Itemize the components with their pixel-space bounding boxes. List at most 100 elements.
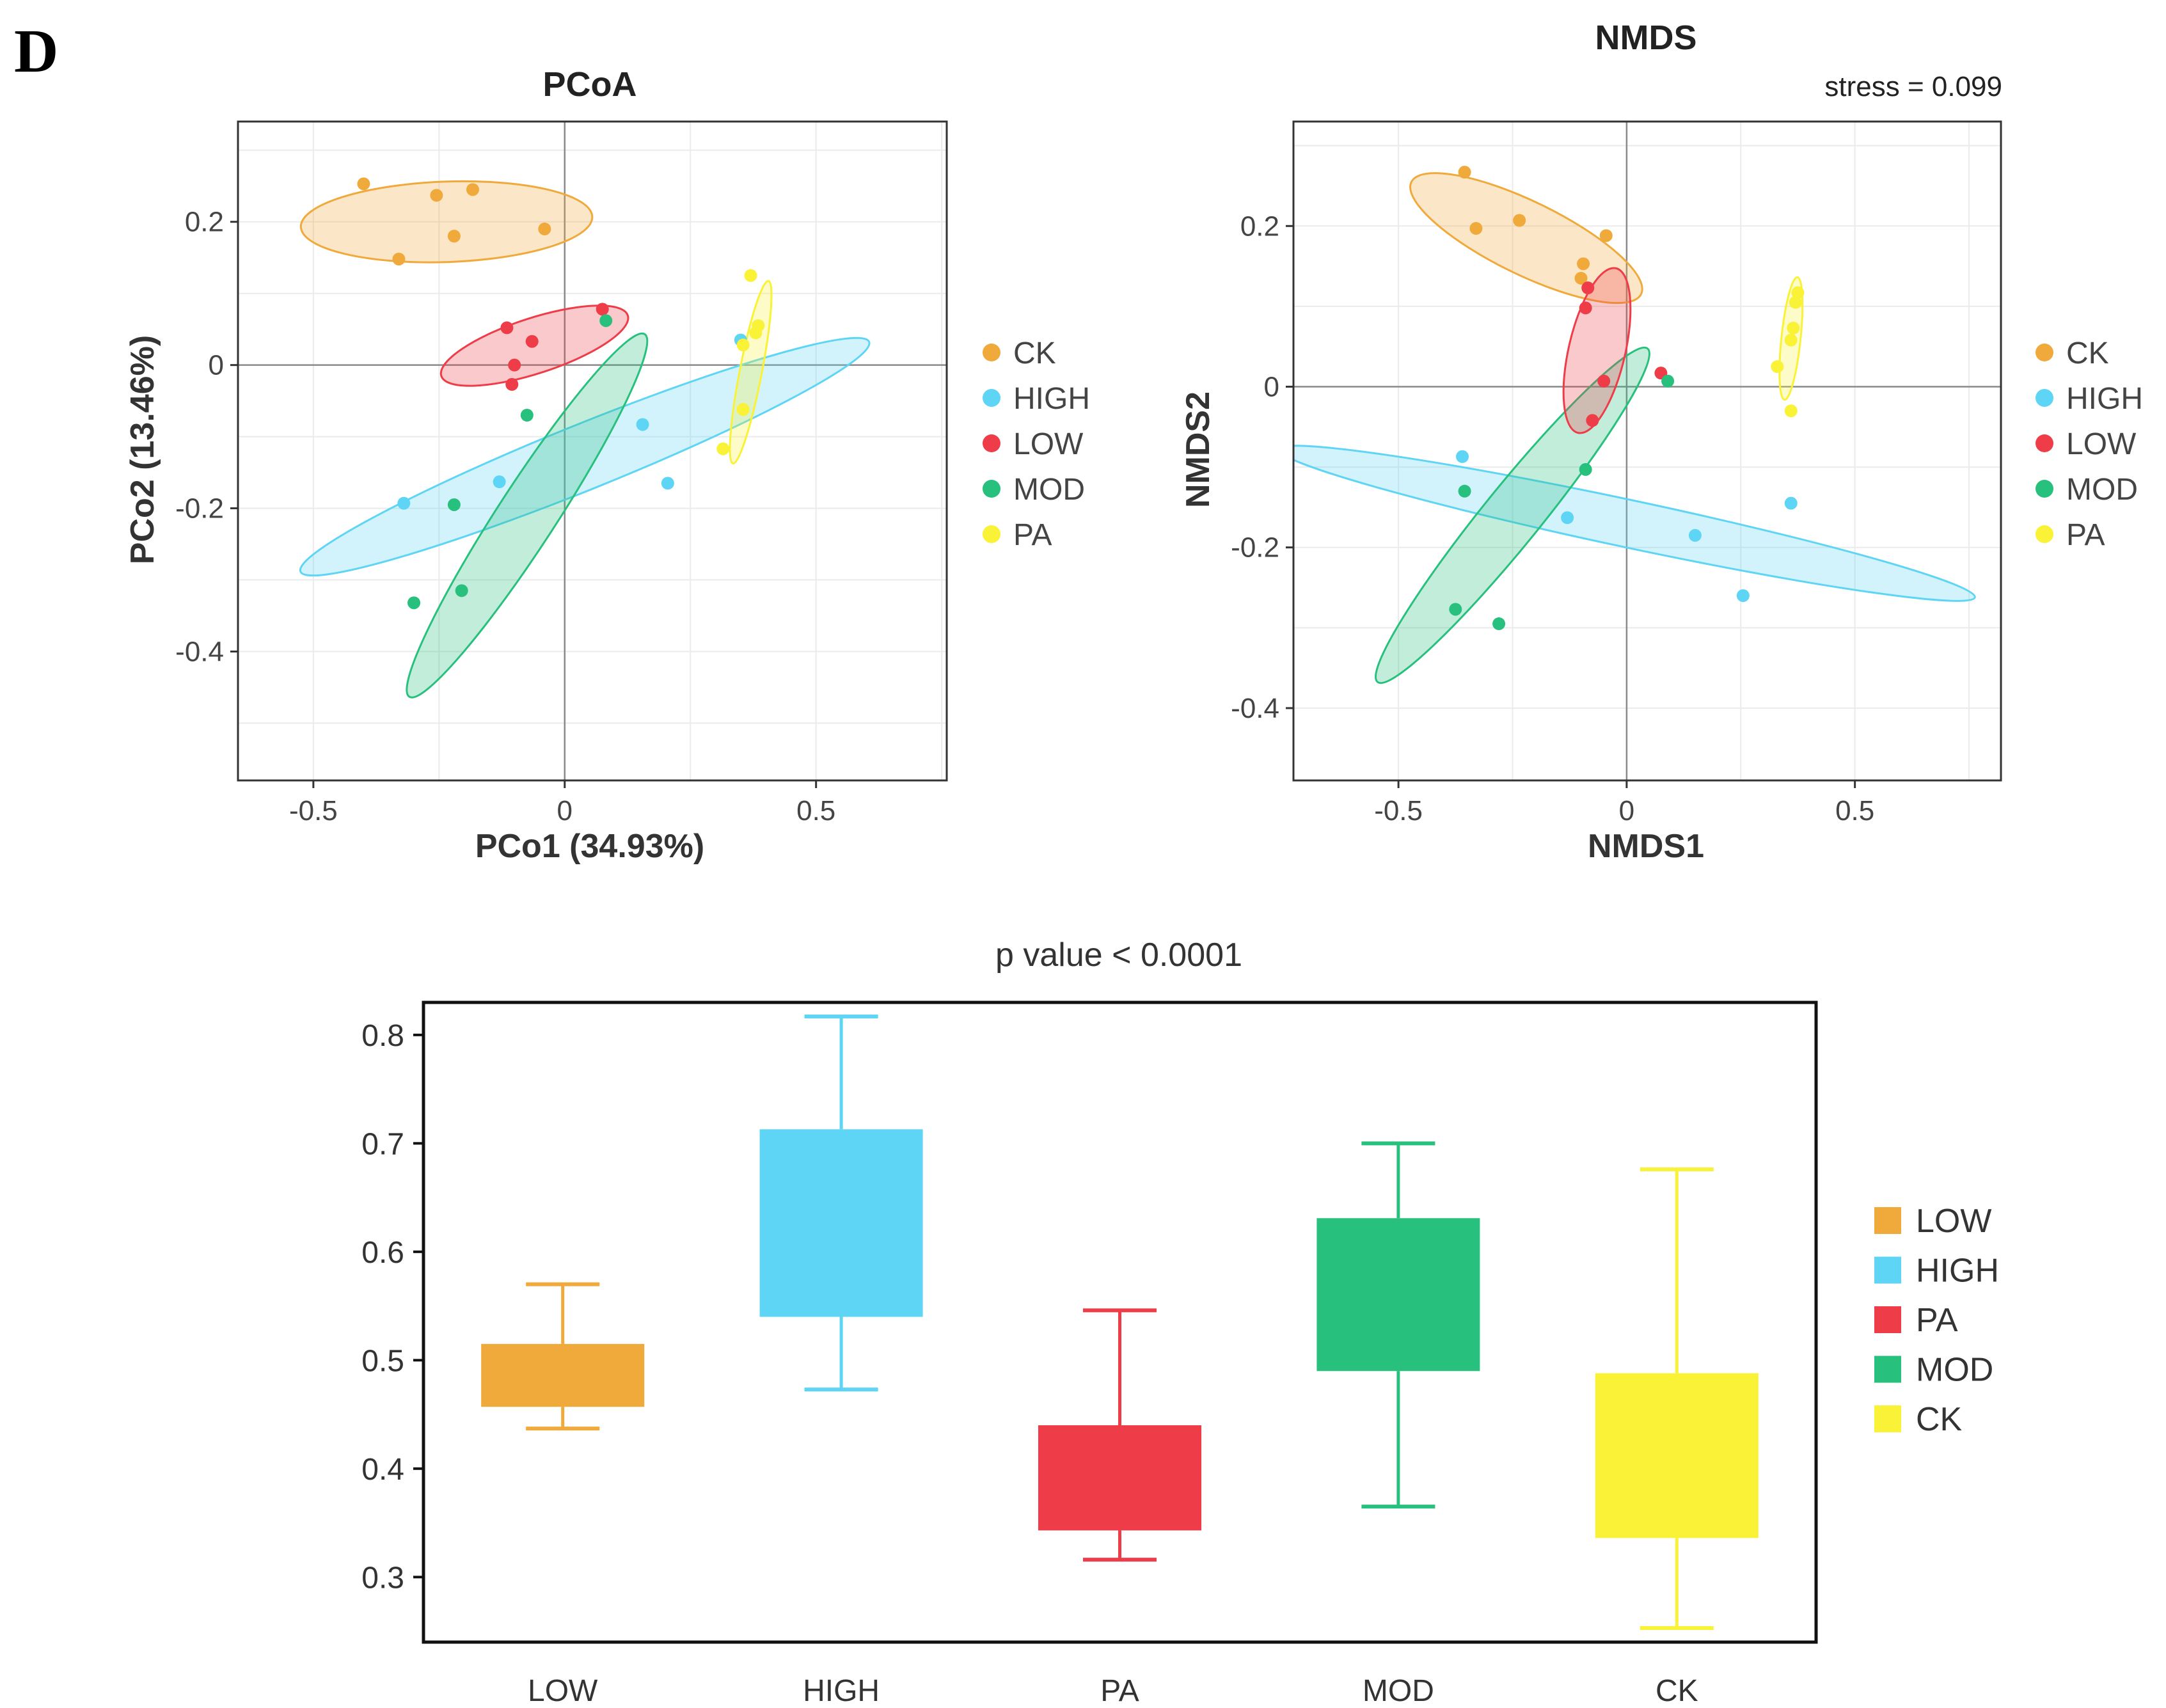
nmds-ellipses	[1293, 172, 1976, 684]
pcoa-points	[357, 177, 765, 610]
pcoa-legend-label-mod: MOD	[1013, 473, 1085, 507]
pcoa-legend-label-pa: PA	[1013, 518, 1052, 552]
nmds-legend: CK HIGH LOW MOD PA	[2036, 336, 2143, 552]
pcoa-point-ck	[430, 189, 443, 202]
pcoa-point-low	[508, 358, 521, 372]
boxplot-y-tick-label: 0.5	[361, 1344, 404, 1378]
pcoa-plot-border	[237, 120, 948, 782]
box-x-tick-label-mod: MOD	[1363, 1674, 1434, 1708]
boxplot-legend-label-mod: MOD	[1916, 1352, 1993, 1389]
pcoa-legend: CK HIGH LOW MOD PA	[983, 336, 1090, 552]
pcoa-ellipse-ck	[299, 180, 594, 264]
pcoa-legend-label-low: LOW	[1013, 427, 1084, 461]
pcoa-point-low	[500, 321, 514, 335]
boxplot-border	[422, 1000, 1818, 1644]
pcoa-point-high	[636, 418, 649, 431]
boxplot-legend-label-low: LOW	[1916, 1203, 1991, 1240]
pcoa-ellipse-high	[299, 336, 871, 577]
boxplot-legend-swatch-high	[1874, 1256, 1901, 1284]
nmds-ellipse-high	[1293, 445, 1976, 602]
nmds-points	[1449, 166, 1805, 631]
pcoa-point-mod	[407, 596, 421, 610]
pcoa-ellipses	[299, 180, 871, 699]
box-body-pa	[1038, 1425, 1201, 1531]
nmds-point-mod	[1458, 484, 1471, 498]
nmds-point-ck	[1469, 222, 1483, 235]
panel-letter: D	[14, 17, 58, 85]
pcoa-point-high	[493, 475, 506, 489]
nmds-point-pa	[1789, 296, 1802, 309]
box-x-tick-label-ck: CK	[1656, 1674, 1698, 1708]
nmds-plot-background	[1293, 122, 2001, 780]
pcoa-y-tick-label: 0	[209, 350, 224, 381]
pcoa-point-mod	[455, 584, 468, 597]
nmds-point-ck	[1513, 214, 1526, 227]
nmds-title: NMDS	[1595, 19, 1697, 57]
pcoa-legend-marker-ck	[983, 344, 1000, 361]
boxplot-legend-label-pa: PA	[1916, 1302, 1958, 1339]
pcoa-ellipse-mod	[406, 332, 649, 699]
nmds-x-tick-label: -0.5	[1374, 795, 1423, 826]
boxplot-legend-label-ck: CK	[1916, 1401, 1963, 1438]
box-x-tick-label-low: LOW	[528, 1674, 598, 1708]
nmds-x-axis-title: NMDS1	[1588, 828, 1704, 865]
pcoa-x-tick-label: 0	[557, 795, 573, 826]
pcoa-x-axis-title: PCo1 (34.93%)	[475, 828, 704, 865]
pcoa-point-pa	[716, 442, 730, 455]
nmds-point-mod	[1661, 374, 1675, 388]
boxplot-y-tick-label: 0.4	[361, 1453, 404, 1487]
nmds-point-pa	[1787, 321, 1800, 335]
nmds-ellipse-mod	[1375, 346, 1650, 684]
pcoa-point-mod	[599, 314, 613, 328]
pcoa-point-mod	[447, 498, 461, 511]
nmds-legend-label-mod: MOD	[2066, 473, 2138, 507]
pcoa-legend-label-ck: CK	[1013, 336, 1056, 370]
nmds-point-pa	[1784, 333, 1798, 347]
boxplot-y-tick-label: 0.7	[361, 1127, 404, 1161]
nmds-point-ck	[1458, 166, 1471, 179]
nmds-y-axis-title: NMDS2	[1180, 391, 1217, 508]
pcoa-legend-marker-pa	[983, 525, 1000, 543]
nmds-point-mod	[1492, 617, 1506, 631]
nmds-legend-marker-pa	[2036, 525, 2053, 543]
pcoa-y-tick-label: 0.2	[185, 207, 224, 238]
pcoa-legend-marker-low	[983, 434, 1000, 452]
boxplot-legend-swatch-ck	[1874, 1405, 1901, 1432]
nmds-point-low	[1597, 374, 1611, 388]
boxplot-legend-swatch-pa	[1874, 1306, 1901, 1333]
nmds-point-high	[1456, 450, 1469, 463]
boxplot-legend-label-high: HIGH	[1916, 1253, 1999, 1290]
nmds-x-tick-label: 0.5	[1835, 795, 1874, 826]
nmds-point-high	[1736, 589, 1750, 603]
nmds-legend-marker-high	[2036, 389, 2053, 407]
pcoa-point-ck	[392, 252, 406, 265]
nmds-legend-marker-ck	[2036, 344, 2053, 361]
nmds-ellipse-ck	[1409, 172, 1643, 304]
pcoa-point-ck	[447, 230, 461, 243]
nmds-legend-label-ck: CK	[2066, 336, 2109, 370]
nmds-point-high	[1784, 496, 1798, 510]
boxplot-title: p value < 0.0001	[995, 937, 1242, 974]
pcoa-title: PCoA	[543, 65, 637, 104]
nmds-point-pa	[1784, 404, 1798, 418]
boxplot-legend: LOW HIGH PA MOD CK	[1874, 1203, 1999, 1438]
pcoa-plot-background	[238, 122, 947, 780]
nmds-point-high	[1688, 528, 1702, 542]
nmds-legend-label-pa: PA	[2066, 518, 2105, 552]
nmds-stress-label: stress = 0.099	[1824, 71, 2002, 102]
pcoa-legend-marker-mod	[983, 480, 1000, 498]
pcoa-point-ck	[357, 177, 370, 191]
nmds-point-ck	[1574, 271, 1588, 285]
nmds-ellipse-low	[1562, 267, 1632, 434]
pcoa-x-tick-label: -0.5	[289, 795, 338, 826]
nmds-y-tick-label: -0.4	[1231, 693, 1279, 724]
nmds-point-pa	[1771, 360, 1784, 374]
box-body-high	[759, 1129, 923, 1317]
pcoa-chart: PCoA PCo1 (34.93%) PCo2 (13.46%) -0.5 0 0.…	[124, 65, 1090, 865]
pcoa-point-low	[505, 377, 519, 391]
pcoa-point-low	[525, 335, 539, 348]
pcoa-point-pa	[736, 403, 750, 416]
box-x-tick-label-pa: PA	[1100, 1674, 1139, 1708]
nmds-plot-border	[1292, 120, 2002, 782]
